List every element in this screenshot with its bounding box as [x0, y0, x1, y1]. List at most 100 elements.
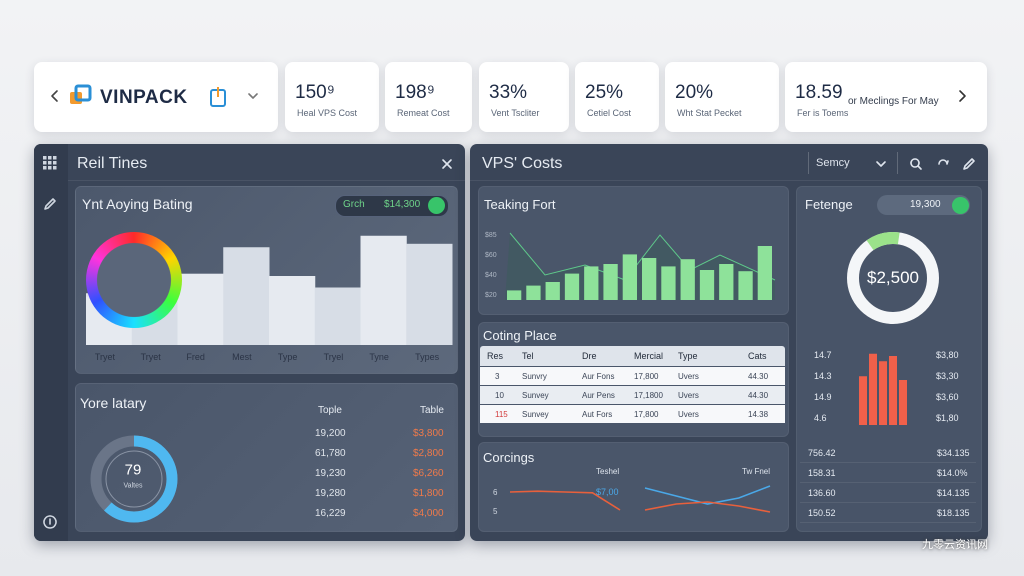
bar — [738, 271, 753, 300]
search-icon[interactable] — [909, 157, 923, 171]
close-button-glyph — [442, 159, 452, 169]
toolbar-divider — [897, 152, 898, 174]
y-tick-label: 6 — [493, 488, 498, 497]
chip-button[interactable] — [952, 197, 969, 214]
cell: Uvers — [678, 372, 699, 381]
menu-icon[interactable] — [43, 156, 57, 170]
cell: 19,280 — [315, 488, 346, 499]
area-bar — [314, 287, 361, 345]
donut-arc — [90, 435, 178, 523]
cell: Aur Pens — [582, 391, 615, 400]
table-header-row — [480, 346, 785, 366]
donut-chart — [847, 232, 939, 324]
y-tick-label: $85 — [485, 232, 497, 239]
logo-action[interactable] — [209, 87, 227, 107]
cell: 150.52 — [808, 508, 836, 518]
edit-icon-glyph — [963, 158, 975, 170]
bar — [879, 361, 887, 425]
column-header: Tel — [522, 351, 534, 361]
chip-value: 19,300 — [910, 199, 941, 210]
y-tick-label: $40 — [485, 272, 497, 279]
dropdown-toggle-glyph — [876, 161, 886, 167]
donut-chart — [90, 435, 178, 523]
bar — [642, 258, 657, 300]
cell: $4,000 — [413, 508, 444, 519]
logo-dropdown[interactable] — [246, 89, 260, 103]
stat-note: or Meclings For May — [848, 96, 939, 107]
edit-icon[interactable] — [43, 197, 57, 211]
card-title: Ynt Aoying Bating — [82, 196, 193, 212]
nav-back[interactable] — [48, 89, 62, 103]
settings-icon[interactable] — [43, 515, 57, 529]
stat-card — [285, 62, 379, 132]
stat-value: 150⁹ — [295, 82, 335, 103]
stat-label: Vent Tscliter — [491, 108, 540, 118]
nav-back-glyph — [51, 90, 58, 102]
nav-forward[interactable] — [955, 89, 969, 103]
column-header: Table — [420, 405, 444, 416]
area-bar — [269, 276, 316, 345]
cell: 756.42 — [808, 448, 836, 458]
bar — [545, 282, 560, 300]
column-header: Tople — [318, 405, 342, 416]
menu-dot — [48, 161, 52, 165]
series-line — [644, 485, 771, 505]
stat-label: Remeat Cost — [397, 108, 450, 118]
x-tick-label: Tryet — [140, 352, 161, 362]
cell: $18.135 — [937, 508, 970, 518]
card-title: Corcings — [483, 450, 535, 465]
bar — [869, 353, 877, 425]
bar — [680, 259, 695, 300]
chip-button[interactable] — [428, 197, 445, 214]
donut-arc — [847, 232, 939, 324]
cell: 16,229 — [315, 508, 346, 519]
cell: Sunvey — [522, 410, 549, 419]
x-tick-label: Tyne — [369, 352, 389, 362]
side-label: $1,80 — [936, 413, 959, 423]
donut-value: 79 — [124, 461, 142, 479]
dropdown-toggle[interactable] — [874, 157, 888, 171]
rainbow-ring — [86, 232, 182, 328]
panel-title: VPS' Costs — [482, 155, 563, 172]
cell: 17,1800 — [634, 391, 663, 400]
cell: Aur Fons — [582, 372, 615, 381]
cell: 17,800 — [634, 372, 659, 381]
cell: $3,800 — [413, 428, 444, 439]
cell: $6,260 — [413, 468, 444, 479]
stat-label: Cetiel Cost — [587, 108, 632, 118]
stat-card — [785, 62, 987, 132]
bar — [889, 356, 897, 425]
cell: $2,800 — [413, 448, 444, 459]
stat-value: 198⁹ — [395, 82, 435, 103]
chart-label: Tw Fnel — [742, 467, 771, 476]
side-row-line — [800, 502, 976, 503]
area-bar — [223, 247, 270, 345]
series-line — [644, 501, 771, 513]
bar — [899, 380, 907, 425]
bar — [526, 285, 541, 300]
stat-label: Heal VPS Cost — [297, 108, 358, 118]
cell: Aut Fors — [582, 410, 613, 419]
refresh-icon[interactable] — [936, 157, 950, 171]
cell: $14.0% — [937, 468, 968, 478]
cell: $1,800 — [413, 488, 444, 499]
bar — [661, 266, 676, 300]
panel-header-line — [68, 180, 465, 181]
logo-dropdown-glyph — [248, 93, 258, 99]
x-tick-label: Tryel — [323, 352, 344, 362]
stat-card — [575, 62, 659, 132]
bar — [757, 246, 772, 300]
x-tick-label: Mest — [232, 352, 252, 362]
bar-chart — [859, 353, 907, 425]
bar — [564, 273, 580, 300]
dropdown[interactable]: Semcy — [816, 157, 850, 169]
table-row — [480, 405, 785, 423]
table-row — [480, 367, 785, 385]
x-tick-label: Fred — [186, 352, 205, 362]
stat-card — [665, 62, 779, 132]
close-button[interactable] — [440, 157, 454, 171]
column-header: Dre — [582, 351, 597, 361]
stat-value: 18.59 — [795, 82, 843, 103]
edit-icon[interactable] — [962, 157, 976, 171]
